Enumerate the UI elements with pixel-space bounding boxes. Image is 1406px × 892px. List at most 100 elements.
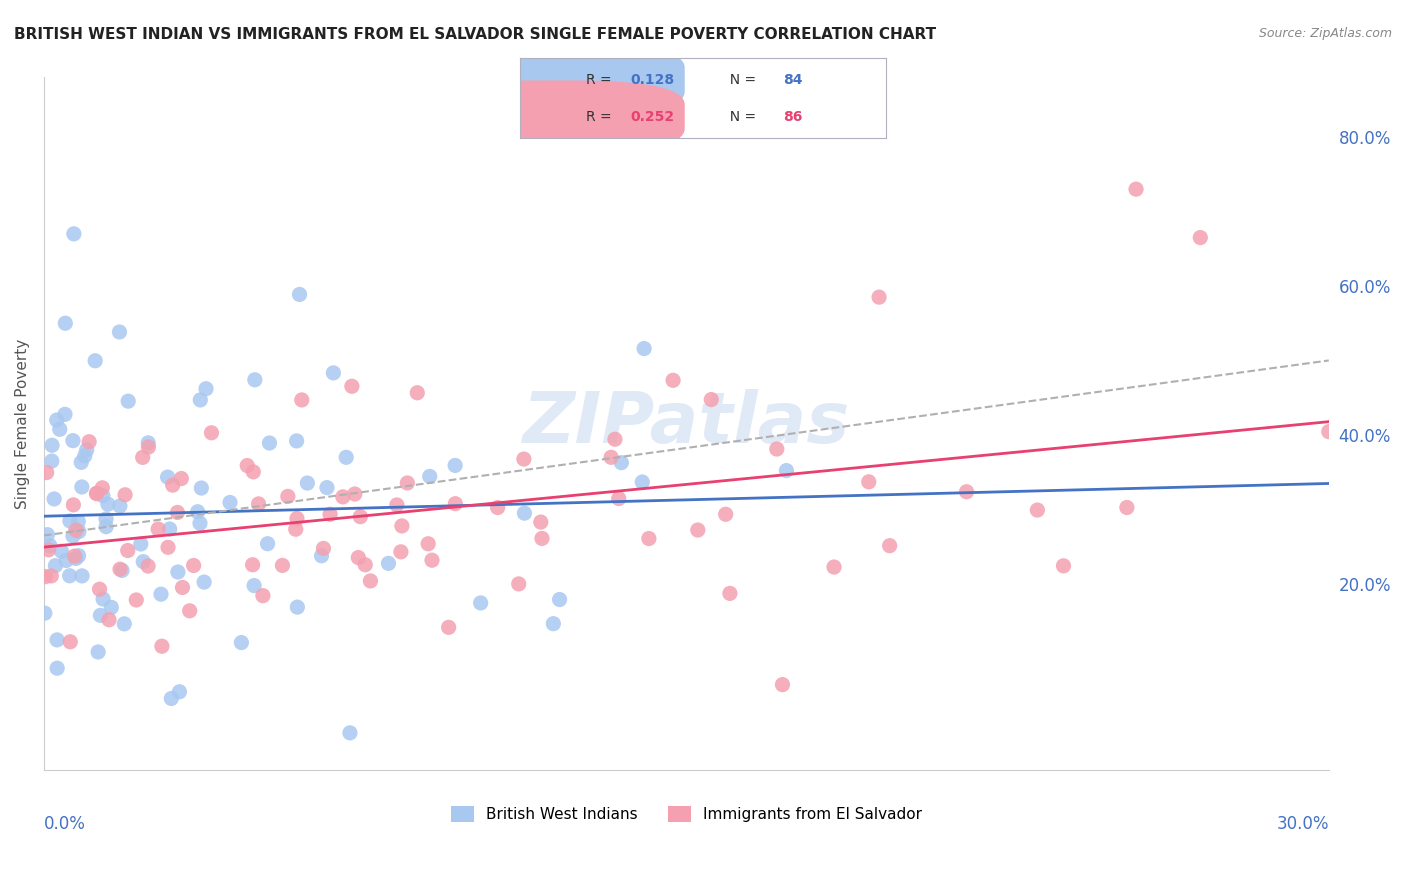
Point (76, 442, 98, 457)
Point (190, 481, 212, 495)
Point (256, 537, 278, 551)
Point (391, 519, 413, 533)
Point (219, 495, 242, 509)
Point (63, 227, 86, 241)
Point (98, 613, 121, 627)
FancyBboxPatch shape (422, 80, 685, 153)
Point (247, 497, 270, 511)
Point (136, 559, 159, 574)
Point (70, 569, 93, 583)
Point (339, 726, 361, 740)
Point (157, 541, 180, 555)
Point (86, 486, 108, 500)
Point (548, 592, 571, 607)
Point (146, 522, 169, 536)
Point (444, 497, 467, 511)
Point (150, 587, 173, 601)
Text: N =: N = (721, 110, 761, 124)
Point (444, 458, 467, 473)
Point (271, 558, 294, 573)
Point (858, 475, 880, 489)
Point (77, 434, 100, 449)
Text: 86: 86 (783, 110, 803, 124)
Point (41, 438, 63, 452)
Point (347, 550, 370, 565)
Point (243, 578, 266, 592)
Point (377, 557, 399, 571)
Point (187, 505, 209, 519)
Point (284, 522, 307, 536)
Point (193, 575, 215, 590)
Text: N =: N = (721, 72, 761, 87)
Point (513, 452, 536, 467)
Point (172, 581, 194, 595)
Point (86, 486, 108, 500)
Point (39, 569, 62, 583)
Point (65, 523, 87, 537)
Point (316, 481, 339, 495)
Point (420, 553, 443, 567)
Point (631, 475, 654, 489)
FancyBboxPatch shape (422, 44, 685, 116)
Point (84, 353, 107, 368)
Point (67, 515, 90, 529)
Point (91, 592, 114, 607)
Point (242, 558, 264, 572)
Point (513, 506, 536, 520)
Point (1026, 503, 1049, 517)
Text: 30.0%: 30.0% (1277, 814, 1329, 833)
Point (150, 639, 173, 653)
Point (138, 440, 160, 454)
Point (108, 562, 131, 576)
Text: Source: ZipAtlas.com: Source: ZipAtlas.com (1258, 27, 1392, 40)
Point (53, 407, 76, 421)
Point (600, 450, 623, 465)
Point (231, 635, 253, 649)
Point (242, 465, 264, 479)
Point (34, 569, 56, 583)
Point (714, 508, 737, 522)
Point (765, 442, 787, 456)
Point (332, 490, 354, 504)
Point (67, 524, 90, 539)
Point (167, 565, 190, 579)
Point (114, 488, 136, 502)
Point (37, 527, 59, 541)
Point (285, 600, 308, 615)
Point (34, 606, 56, 620)
Point (359, 574, 381, 588)
Point (1125, 182, 1147, 196)
Point (70, 455, 93, 469)
Point (51, 544, 73, 558)
Point (236, 458, 259, 473)
Point (41, 454, 63, 468)
Point (46, 632, 69, 647)
Point (89, 582, 111, 597)
Point (111, 563, 134, 577)
Point (243, 373, 266, 387)
Point (335, 450, 357, 465)
Point (868, 290, 890, 304)
Point (285, 511, 308, 525)
Point (288, 287, 311, 301)
Point (179, 604, 201, 618)
Point (45, 413, 67, 427)
Text: R =: R = (586, 110, 620, 124)
Legend: British West Indians, Immigrants from El Salvador: British West Indians, Immigrants from El… (444, 800, 928, 829)
Point (486, 500, 509, 515)
Point (955, 484, 977, 499)
Point (100, 600, 122, 615)
Point (662, 373, 685, 387)
Point (1189, 230, 1212, 244)
Point (162, 478, 184, 492)
Point (87, 645, 110, 659)
Point (188, 516, 211, 531)
Point (543, 616, 565, 631)
Point (252, 589, 274, 603)
Text: R =: R = (586, 72, 620, 87)
Point (311, 549, 333, 563)
Point (53, 316, 76, 330)
Point (44, 491, 66, 506)
Point (46, 661, 69, 675)
Point (156, 470, 179, 484)
